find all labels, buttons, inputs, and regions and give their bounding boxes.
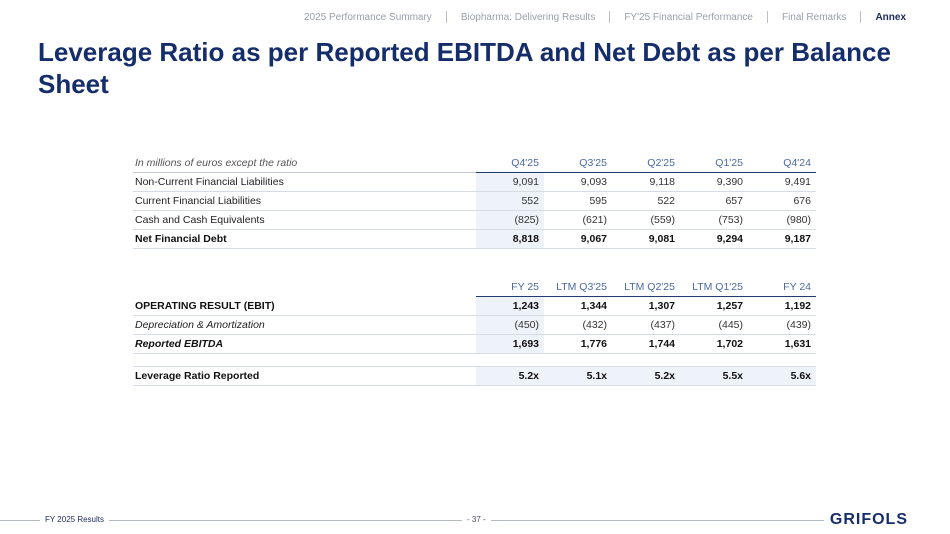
table-cell: 522 — [612, 191, 680, 211]
table-header-row: FY 25 LTM Q3'25 LTM Q2'25 LTM Q1'25 FY 2… — [133, 278, 816, 297]
table-cell: 9,081 — [612, 229, 680, 249]
table-cell: 5.6x — [748, 366, 816, 386]
column-header: Q2'25 — [612, 154, 680, 173]
nav-divider — [860, 11, 862, 23]
table-row: Non-Current Financial Liabilities 9,091 … — [133, 172, 816, 192]
column-header: FY 25 — [476, 278, 544, 297]
table-cell: (980) — [748, 210, 816, 230]
table-row: Depreciation & Amortization (450) (432) … — [133, 315, 816, 335]
table-cell: 9,091 — [476, 172, 544, 192]
table-cell: 9,390 — [680, 172, 748, 192]
row-label: Current Financial Liabilities — [133, 191, 476, 211]
column-header: LTM Q2'25 — [612, 278, 680, 297]
table-cell: (437) — [612, 315, 680, 335]
table-cell: 9,294 — [680, 229, 748, 249]
column-header: Q4'24 — [748, 154, 816, 173]
nav-item-biopharma[interactable]: Biopharma: Delivering Results — [460, 11, 596, 23]
table-header-spacer — [133, 278, 476, 297]
table-cell: 9,118 — [612, 172, 680, 192]
table-cell: (445) — [680, 315, 748, 335]
column-header: Q1'25 — [680, 154, 748, 173]
table-cell: (621) — [544, 210, 612, 230]
row-label: Leverage Ratio Reported — [133, 366, 476, 386]
table-cell: 1,257 — [680, 296, 748, 316]
table-row: Current Financial Liabilities 552 595 52… — [133, 191, 816, 211]
nav-item-annex[interactable]: Annex — [875, 11, 906, 23]
row-label: Net Financial Debt — [133, 229, 476, 249]
table-cell: (439) — [748, 315, 816, 335]
leverage-table: Leverage Ratio Reported 5.2x 5.1x 5.2x 5… — [133, 366, 816, 386]
nav-item-performance-summary[interactable]: 2025 Performance Summary — [303, 11, 432, 23]
table-cell: 5.2x — [476, 366, 544, 386]
table-cell: 1,243 — [476, 296, 544, 316]
table-cell: 1,344 — [544, 296, 612, 316]
table-unit-label: In millions of euros except the ratio — [133, 154, 476, 173]
footer-report-name: FY 2025 Results — [40, 515, 109, 524]
table-cell: 1,307 — [612, 296, 680, 316]
net-debt-table: In millions of euros except the ratio Q4… — [133, 154, 816, 249]
table-row-leverage: Leverage Ratio Reported 5.2x 5.1x 5.2x 5… — [133, 366, 816, 386]
page-number: - 37 - — [462, 515, 491, 524]
table-header-row: In millions of euros except the ratio Q4… — [133, 154, 816, 173]
table-cell: 676 — [748, 191, 816, 211]
nav-divider — [766, 11, 768, 23]
table-cell: (825) — [476, 210, 544, 230]
nav-divider — [445, 11, 447, 23]
table-cell: 657 — [680, 191, 748, 211]
ebitda-table: FY 25 LTM Q3'25 LTM Q2'25 LTM Q1'25 FY 2… — [133, 278, 816, 354]
table-cell: 9,067 — [544, 229, 612, 249]
table-row-total: Net Financial Debt 8,818 9,067 9,081 9,2… — [133, 229, 816, 249]
column-header: Q4'25 — [476, 154, 544, 173]
footer-divider — [0, 520, 900, 521]
table-cell: 1,693 — [476, 334, 544, 354]
table-cell: 5.1x — [544, 366, 612, 386]
row-label: OPERATING RESULT (EBIT) — [133, 296, 476, 316]
table-cell: 1,702 — [680, 334, 748, 354]
table-cell: (753) — [680, 210, 748, 230]
table-cell: (559) — [612, 210, 680, 230]
nav-item-final-remarks[interactable]: Final Remarks — [781, 11, 847, 23]
table-cell: (450) — [476, 315, 544, 335]
column-header: Q3'25 — [544, 154, 612, 173]
table-cell: 1,744 — [612, 334, 680, 354]
table-cell: 9,491 — [748, 172, 816, 192]
column-header: FY 24 — [748, 278, 816, 297]
table-cell: 1,192 — [748, 296, 816, 316]
table-cell: 1,631 — [748, 334, 816, 354]
nav-divider — [609, 11, 611, 23]
table-cell: 5.2x — [612, 366, 680, 386]
table-row: OPERATING RESULT (EBIT) 1,243 1,344 1,30… — [133, 296, 816, 316]
top-navigation: 2025 Performance Summary Biopharma: Deli… — [304, 11, 906, 23]
column-header: LTM Q3'25 — [544, 278, 612, 297]
page-title: Leverage Ratio as per Reported EBITDA an… — [38, 37, 891, 99]
table-row-total: Reported EBITDA 1,693 1,776 1,744 1,702 … — [133, 334, 816, 354]
table-cell: 5.5x — [680, 366, 748, 386]
table-cell: 595 — [544, 191, 612, 211]
table-cell: 552 — [476, 191, 544, 211]
table-cell: 9,093 — [544, 172, 612, 192]
table-cell: 1,776 — [544, 334, 612, 354]
row-label: Cash and Cash Equivalents — [133, 210, 476, 230]
table-cell: 9,187 — [748, 229, 816, 249]
nav-item-financial-performance[interactable]: FY'25 Financial Performance — [624, 11, 753, 23]
column-header: LTM Q1'25 — [680, 278, 748, 297]
table-cell: 8,818 — [476, 229, 544, 249]
table-row: Cash and Cash Equivalents (825) (621) (5… — [133, 210, 816, 230]
row-label: Depreciation & Amortization — [133, 315, 476, 335]
grifols-logo: GRIFOLS — [823, 511, 914, 529]
row-label: Non-Current Financial Liabilities — [133, 172, 476, 192]
table-cell: (432) — [544, 315, 612, 335]
row-label: Reported EBITDA — [133, 334, 476, 354]
